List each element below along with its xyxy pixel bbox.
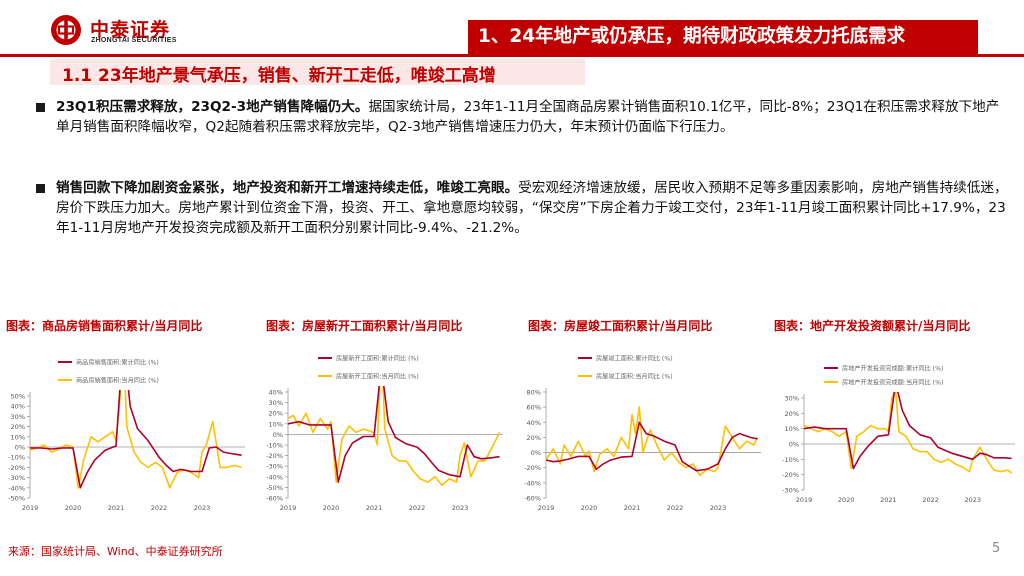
legend-label-cumulative: 房地产开发投资完成额:累计同比 (%) — [842, 365, 943, 373]
bullet-square-icon — [36, 184, 45, 193]
y-tick-label: 20% — [11, 423, 25, 431]
y-tick-label: 60% — [527, 404, 541, 412]
x-tick-label: 2020 — [581, 504, 598, 512]
y-tick-label: -60% — [266, 495, 283, 503]
y-tick-label: 0% — [531, 449, 541, 457]
company-logo: 中泰证券 ZHONGTAI SECURITIES — [50, 14, 200, 46]
y-tick-label: -30% — [8, 474, 25, 482]
chart-title-investment: 图表：地产开发投资额累计/当月同比 — [774, 319, 971, 333]
y-tick-label: 0% — [273, 431, 283, 439]
x-tick-label: 2023 — [194, 504, 211, 512]
x-tick-label: 2021 — [108, 504, 125, 512]
x-tick-label: 2022 — [922, 496, 939, 504]
legend-label-monthly: 房屋竣工面积:当月同比 (%) — [596, 373, 673, 381]
y-tick-label: 80% — [527, 389, 541, 397]
bullet-bold-lead: 销售回款下降加剧资金紧张，地产投资和新开工增速持续走低，唯竣工亮眼。 — [56, 180, 519, 196]
bullet-body: 受宏观经济增速放缓，居民收入预期不足等多重因素影响，房地产销售持续低迷，房价下跌… — [56, 180, 1008, 236]
y-tick-label: -40% — [524, 479, 541, 487]
legend-label-monthly: 房地产开发投资完成额:当月同比 (%) — [842, 379, 943, 387]
series-line-cumulative — [546, 421, 758, 472]
chart-title-completions: 图表：房屋竣工面积累计/当月同比 — [528, 319, 713, 333]
bullet-bold-lead: 23Q1积压需求释放，23Q2-3地产销售降幅仍大。 — [56, 99, 369, 115]
chart-title-sales: 图表：商品房销售面积累计/当月同比 — [6, 319, 203, 333]
y-tick-label: -20% — [782, 471, 799, 479]
bullet-square-icon — [36, 103, 45, 112]
x-tick-label: 2021 — [624, 504, 641, 512]
section-subtitle: 1.1 23年地产景气承压，销售、新开工走低，唯竣工高增 — [62, 66, 496, 86]
bullet-body: 据国家统计局，23年1-11月全国商品房累计销售面积10.1亿平，同比-8%；2… — [56, 99, 1000, 135]
y-tick-label: 20% — [269, 410, 283, 418]
title-divider — [0, 54, 1024, 57]
y-tick-label: -10% — [782, 456, 799, 464]
y-tick-label: 40% — [269, 389, 283, 397]
x-tick-label: 2020 — [838, 496, 855, 504]
bullet-text: 销售回款下降加剧资金紧张，地产投资和新开工增速持续走低，唯竣工亮眼。受宏观经济增… — [56, 178, 1011, 238]
legend-label-cumulative: 房屋竣工面积:累计同比 (%) — [596, 355, 673, 363]
y-tick-label: 0% — [789, 441, 799, 449]
y-tick-label: -30% — [782, 487, 799, 495]
chart-sales-area: -50% -40% -30% -20% -10% 0% 10% 20% 30% 40% 50% 201… — [8, 359, 245, 512]
x-tick-label: 2021 — [366, 504, 383, 512]
chart-completions: -60% -40% -20% 0% 20% 40% 60% 80% 2019 2020 2021 20… — [524, 355, 761, 512]
y-tick-label: -40% — [8, 484, 25, 492]
y-tick-label: 10% — [785, 425, 799, 433]
legend-label-monthly: 房屋新开工面积:当月同比 (%) — [336, 373, 419, 381]
series-line-monthly — [804, 392, 1013, 474]
y-tick-label: 20% — [527, 434, 541, 442]
x-tick-label: 2020 — [65, 504, 82, 512]
x-tick-label: 2019 — [22, 504, 39, 512]
bullet-text: 23Q1积压需求释放，23Q2-3地产销售降幅仍大。据国家统计局，23年1-11… — [56, 97, 1011, 137]
y-tick-label: 10% — [269, 420, 283, 428]
y-tick-label: 50% — [11, 393, 25, 401]
legend-label-cumulative: 商品房销售面积:累计同比 (%) — [76, 359, 159, 367]
y-tick-label: 0% — [15, 444, 25, 452]
logo-text-cn: 中泰证券 — [90, 19, 171, 41]
subtitle-background — [50, 59, 585, 85]
y-tick-label: -10% — [8, 454, 25, 462]
y-tick-label: -50% — [266, 484, 283, 492]
x-tick-label: 2023 — [710, 504, 727, 512]
x-tick-label: 2022 — [409, 504, 426, 512]
legend-label-monthly: 商品房销售面积:当月同比 (%) — [76, 377, 159, 385]
x-tick-label: 2021 — [880, 496, 897, 504]
series-line-monthly — [30, 390, 242, 489]
y-tick-label: -60% — [524, 495, 541, 503]
x-tick-label: 2019 — [280, 504, 297, 512]
series-line-cumulative — [30, 390, 242, 489]
series-line-cumulative — [288, 386, 500, 483]
source-note: 来源：国家统计局、Wind、中泰证券研究所 — [8, 545, 223, 558]
logo-text-en: ZHONGTAI SECURITIES — [91, 37, 177, 44]
y-tick-label: -40% — [266, 473, 283, 481]
x-tick-label: 2023 — [965, 496, 982, 504]
y-tick-label: -20% — [266, 452, 283, 460]
y-tick-label: 40% — [527, 419, 541, 427]
y-tick-label: 20% — [785, 410, 799, 418]
y-tick-label: 40% — [11, 403, 25, 411]
y-tick-label: -20% — [524, 464, 541, 472]
x-tick-label: 2023 — [452, 504, 469, 512]
x-tick-label: 2019 — [538, 504, 555, 512]
y-tick-label: 30% — [785, 395, 799, 403]
x-tick-label: 2020 — [323, 504, 340, 512]
x-tick-label: 2022 — [667, 504, 684, 512]
y-tick-label: -10% — [266, 442, 283, 450]
x-tick-label: 2022 — [151, 504, 168, 512]
zhongtai-logo-icon — [51, 15, 81, 45]
page-number: 5 — [992, 541, 1001, 556]
y-tick-label: -30% — [266, 463, 283, 471]
chart-title-new-starts: 图表：房屋新开工面积累计/当月同比 — [266, 319, 463, 333]
legend-label-cumulative: 房屋新开工面积:累计同比 (%) — [336, 355, 419, 363]
y-tick-label: 30% — [11, 413, 25, 421]
y-tick-label: -50% — [8, 495, 25, 503]
y-tick-label: 30% — [269, 399, 283, 407]
series-line-cumulative — [804, 392, 1012, 470]
y-tick-label: -20% — [8, 464, 25, 472]
y-tick-label: 10% — [11, 433, 25, 441]
chart-new-starts: -60% -50% -40% -30% -20% -10% 0% 10% 20% 30% 40% 20… — [266, 355, 503, 512]
chart-investment: -30% -20% -10% 0% 10% 20% 30% 2019 2020 2021 2022 2… — [782, 365, 1015, 504]
x-tick-label: 2019 — [796, 496, 813, 504]
slide-title: 1、24年地产或仍承压，期待财政政策发力托底需求 — [468, 20, 978, 54]
series-line-monthly — [546, 406, 759, 477]
